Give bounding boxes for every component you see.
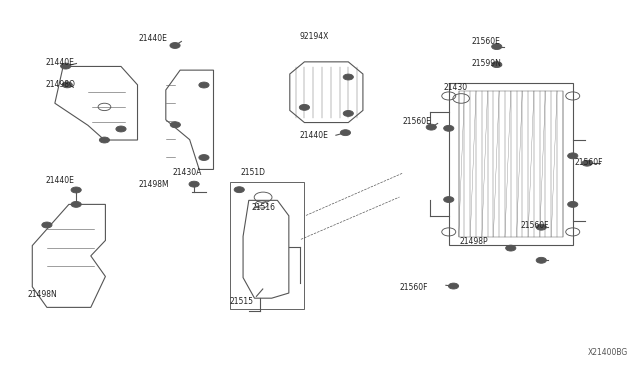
Circle shape <box>536 224 547 230</box>
Text: 21560E: 21560E <box>471 37 500 46</box>
Circle shape <box>61 63 71 69</box>
Text: 21498P: 21498P <box>460 237 488 246</box>
Circle shape <box>62 82 72 88</box>
Circle shape <box>343 74 353 80</box>
Circle shape <box>426 124 436 130</box>
Circle shape <box>170 42 180 48</box>
Text: 21440E: 21440E <box>45 58 74 67</box>
Text: 21516: 21516 <box>252 203 275 212</box>
Circle shape <box>170 122 180 128</box>
Circle shape <box>536 257 547 263</box>
Circle shape <box>343 110 353 116</box>
Circle shape <box>42 222 52 228</box>
Circle shape <box>199 155 209 160</box>
Text: 21560F: 21560F <box>399 283 428 292</box>
Circle shape <box>71 187 81 193</box>
Circle shape <box>582 160 592 166</box>
Text: 21440E: 21440E <box>300 131 328 140</box>
Circle shape <box>71 202 81 207</box>
Circle shape <box>199 82 209 88</box>
Bar <box>449 83 573 245</box>
Circle shape <box>116 126 126 132</box>
Text: 92194X: 92194X <box>300 32 329 41</box>
Text: 2151D: 2151D <box>241 168 266 177</box>
Circle shape <box>449 283 459 289</box>
Text: 21430: 21430 <box>444 83 468 92</box>
Circle shape <box>506 245 516 251</box>
Text: 21560F: 21560F <box>574 158 603 167</box>
Circle shape <box>492 62 502 68</box>
Text: 21560E: 21560E <box>403 117 431 126</box>
Circle shape <box>444 125 454 131</box>
Text: 21560F: 21560F <box>520 221 548 230</box>
Text: 21498M: 21498M <box>139 180 170 189</box>
Circle shape <box>444 196 454 202</box>
Bar <box>459 91 563 237</box>
Bar <box>230 182 304 309</box>
Circle shape <box>189 181 199 187</box>
Circle shape <box>99 137 109 143</box>
Text: 21599N: 21599N <box>471 60 501 68</box>
Text: 21515: 21515 <box>230 298 253 307</box>
Circle shape <box>568 202 578 207</box>
Text: 21498N: 21498N <box>28 290 57 299</box>
Text: 21440E: 21440E <box>139 34 168 43</box>
Text: 21440E: 21440E <box>45 176 74 185</box>
Circle shape <box>568 153 578 159</box>
Circle shape <box>492 44 502 49</box>
Text: 21498Q: 21498Q <box>45 80 75 89</box>
Circle shape <box>300 105 310 110</box>
Circle shape <box>340 130 351 136</box>
Circle shape <box>234 187 244 193</box>
Text: X21400BG: X21400BG <box>588 348 628 357</box>
Text: 21430A: 21430A <box>173 168 202 177</box>
